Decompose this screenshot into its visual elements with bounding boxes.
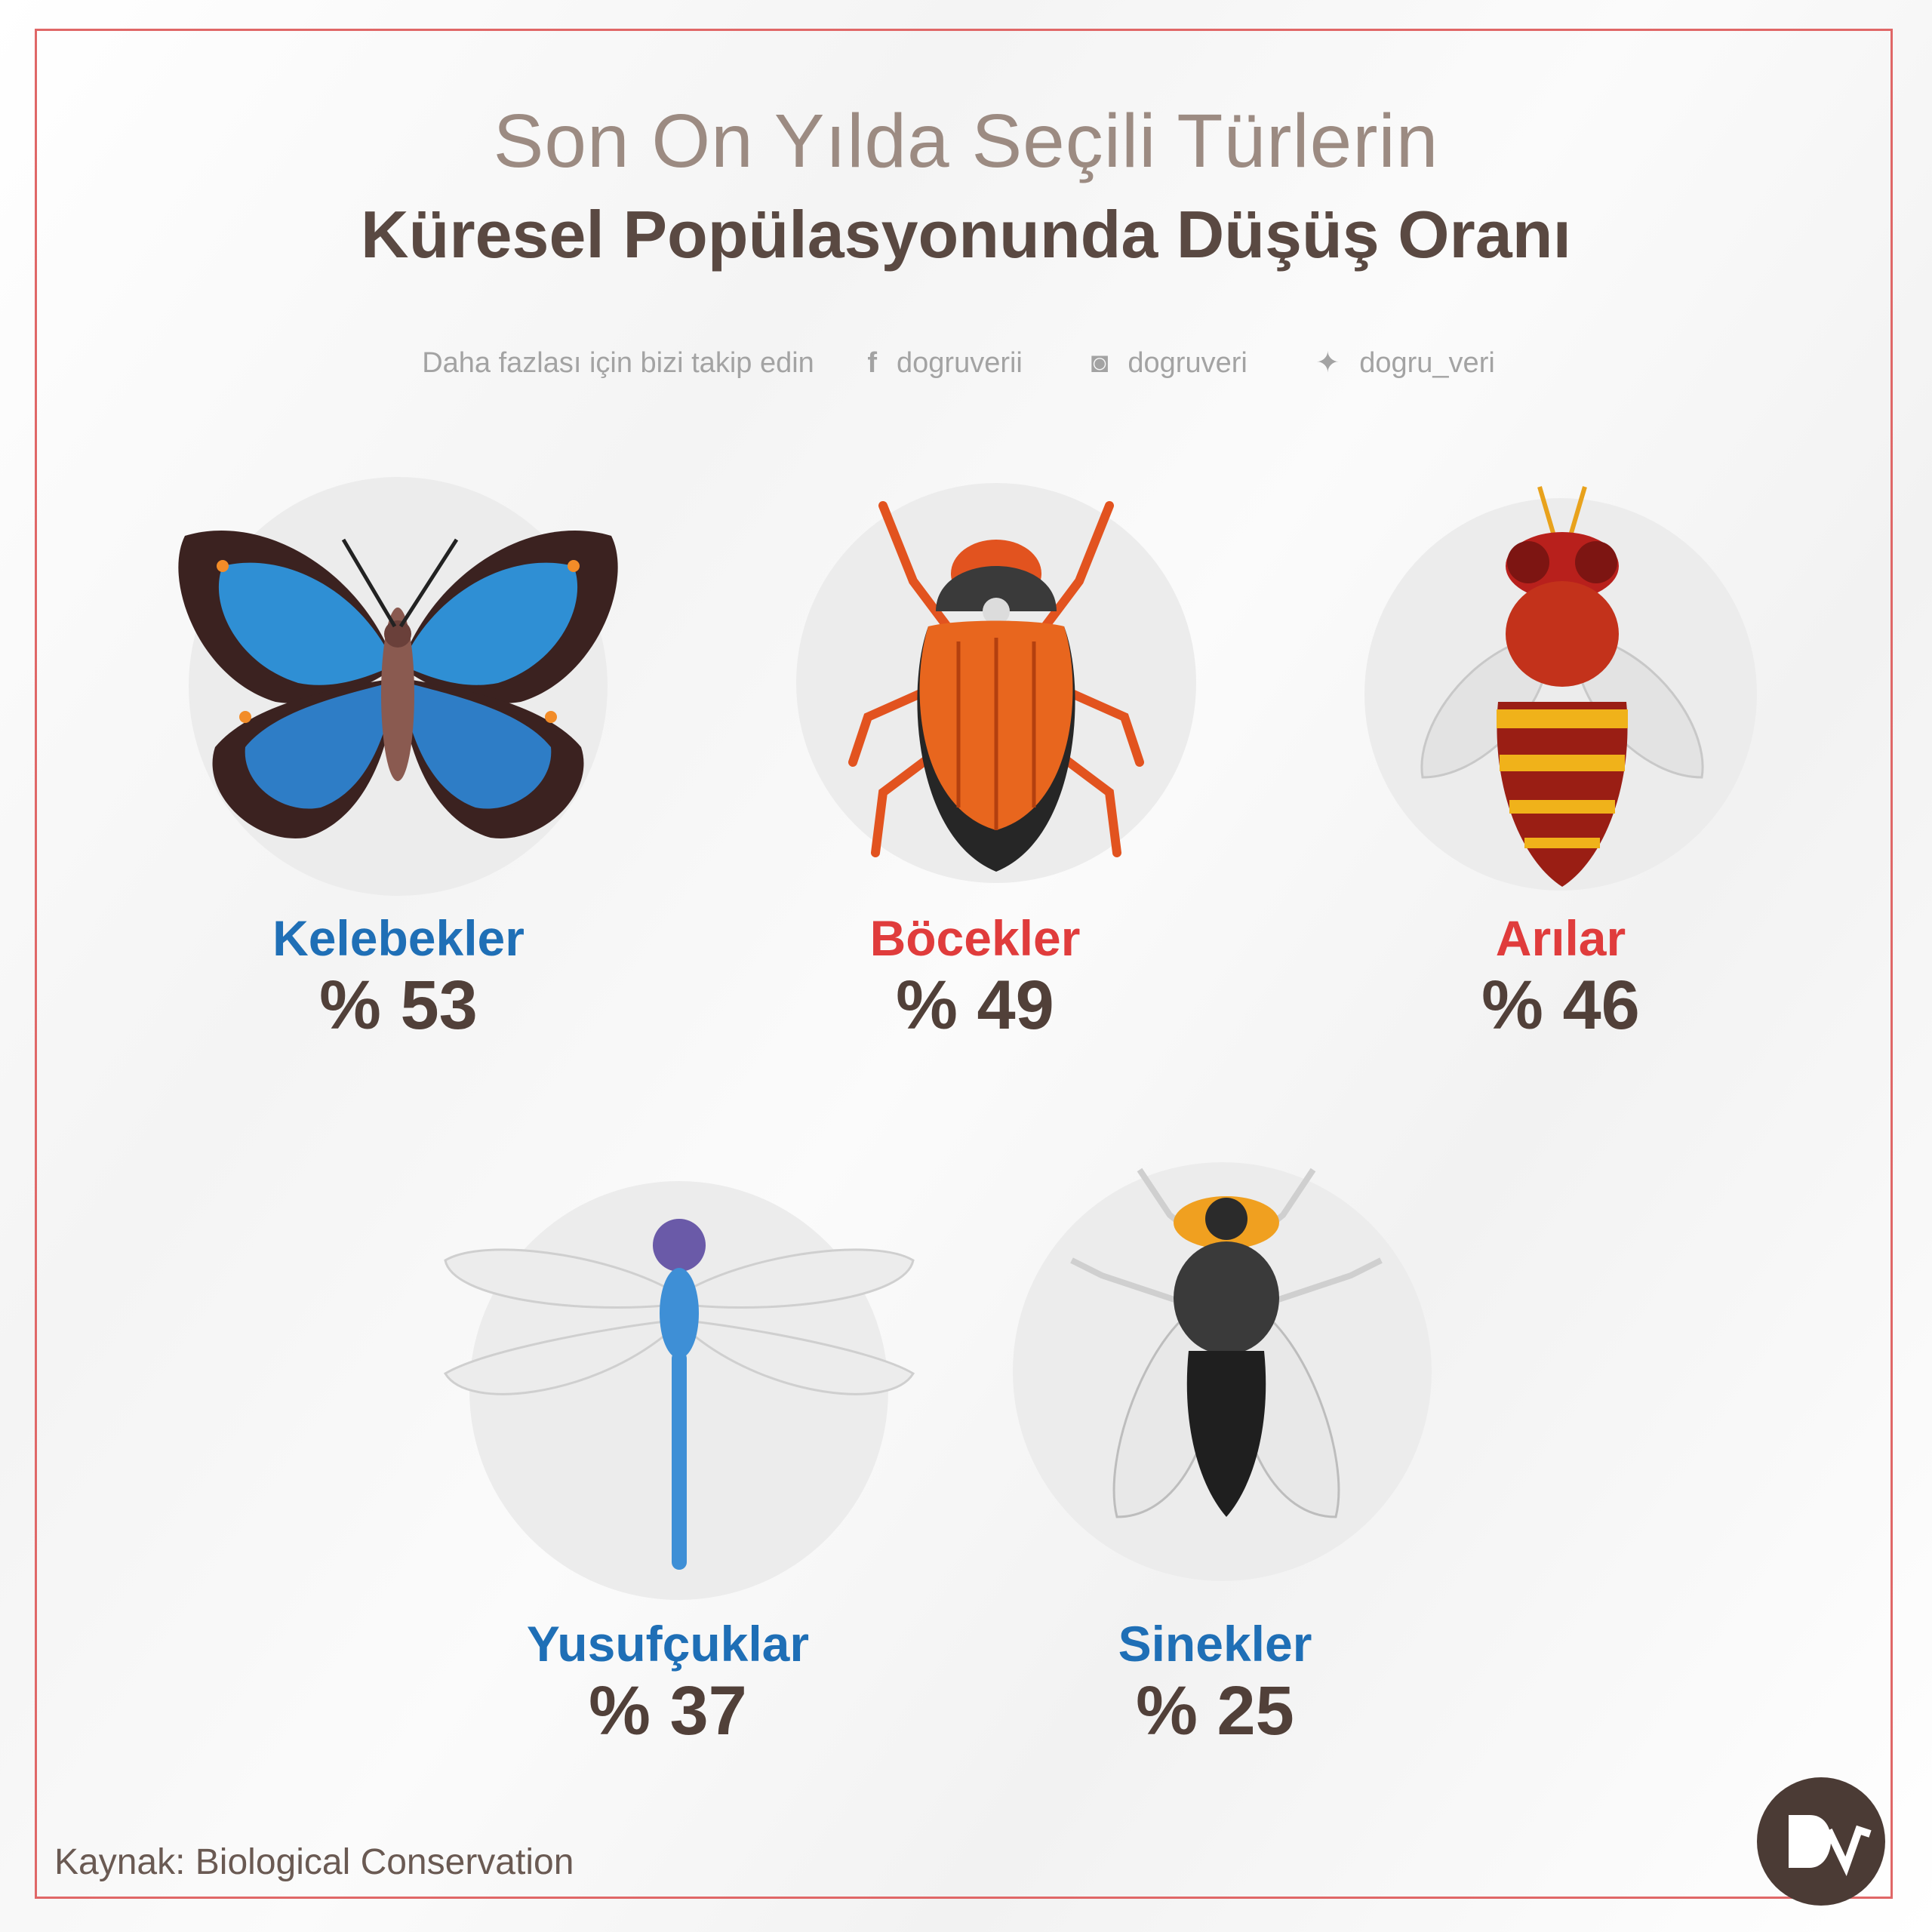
butterfly-icon	[178, 531, 618, 838]
item-label-bees: Arılar	[1495, 910, 1626, 966]
item-value-butterflies: % 53	[319, 967, 478, 1044]
item-value-dragonflies: % 37	[589, 1672, 747, 1749]
follow-bar: Daha fazlası için bizi takip edin f dogru…	[0, 346, 1932, 380]
twitter-icon: ✦	[1315, 347, 1340, 379]
title-line-2: Küresel Popülasyonunda Düşüş Oranı	[361, 197, 1571, 272]
facebook-handle: dogruverii	[897, 347, 1023, 379]
item-label-dragonflies: Yusufçuklar	[526, 1616, 810, 1672]
bee-icon	[1420, 486, 1704, 887]
dragonfly-icon	[443, 1219, 915, 1570]
item-value-bees: % 46	[1481, 967, 1640, 1044]
facebook-icon: f	[867, 347, 878, 379]
instagram-icon: ◙	[1091, 347, 1109, 379]
item-value-beetles: % 49	[896, 967, 1054, 1044]
source-caption: Kaynak: Biological Conservation	[54, 1842, 574, 1882]
title-line-1: Son On Yılda Seçili Türlerin	[493, 99, 1439, 183]
instagram-handle: dogruveri	[1128, 347, 1247, 379]
follow-text: Daha fazlası için bizi takip edin	[422, 347, 814, 379]
twitter-handle: dogru_veri	[1359, 347, 1495, 379]
frame-border	[35, 29, 1893, 1899]
item-label-flies: Sinekler	[1118, 1616, 1312, 1672]
item-label-beetles: Böcekler	[869, 910, 1081, 966]
twitter-link[interactable]: ✦ dogru_veri	[1300, 347, 1509, 379]
beetle-icon	[848, 501, 1144, 872]
item-label-butterflies: Kelebekler	[272, 910, 525, 966]
item-value-flies: % 25	[1136, 1672, 1294, 1749]
dv-logo-mark	[1789, 1815, 1872, 1877]
fly-icon	[1070, 1168, 1383, 1518]
instagram-link[interactable]: ◙ dogruveri	[1075, 347, 1262, 379]
dv-logo-icon	[1757, 1777, 1885, 1906]
facebook-link[interactable]: f dogruverii	[852, 347, 1038, 379]
